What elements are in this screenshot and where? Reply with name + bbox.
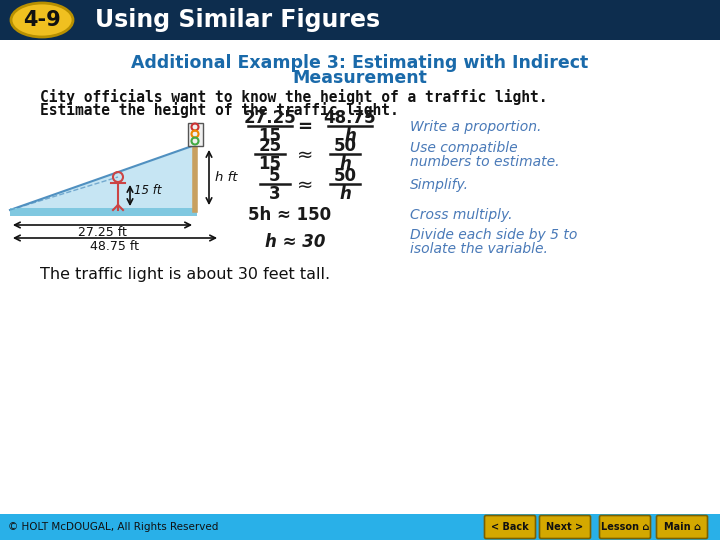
FancyBboxPatch shape: [539, 516, 590, 538]
Text: Divide each side by 5 to: Divide each side by 5 to: [410, 228, 577, 242]
Text: Main ⌂: Main ⌂: [664, 522, 701, 532]
Text: Lesson ⌂: Lesson ⌂: [600, 522, 649, 532]
Ellipse shape: [11, 3, 73, 37]
Text: 50: 50: [333, 167, 356, 185]
Bar: [10, 208, 197, 216]
Text: © HOLT McDOUGAL, All Rights Reserved: © HOLT McDOUGAL, All Rights Reserved: [8, 522, 218, 532]
Text: isolate the variable.: isolate the variable.: [410, 242, 548, 256]
Text: 27.25 ft: 27.25 ft: [78, 226, 127, 240]
Text: Cross multiply.: Cross multiply.: [410, 208, 513, 222]
Text: ≈: ≈: [297, 145, 313, 165]
Text: 25: 25: [258, 137, 282, 155]
Text: City officials want to know the height of a traffic light.: City officials want to know the height o…: [40, 89, 547, 105]
Polygon shape: [10, 145, 195, 210]
Text: 48.75: 48.75: [324, 109, 377, 127]
Text: Next >: Next >: [546, 522, 584, 532]
Text: h ft: h ft: [215, 171, 238, 184]
Text: 3: 3: [269, 185, 281, 203]
Text: Additional Example 3: Estimating with Indirect: Additional Example 3: Estimating with In…: [131, 54, 589, 72]
Text: 27.25: 27.25: [243, 109, 297, 127]
Text: 50: 50: [333, 137, 356, 155]
Bar: [0, 514, 720, 540]
Bar: [0, 0, 720, 40]
Text: h: h: [339, 185, 351, 203]
Text: 15 ft: 15 ft: [134, 184, 161, 197]
Text: h ≈ 30: h ≈ 30: [265, 233, 325, 251]
FancyBboxPatch shape: [485, 516, 536, 538]
Text: Simplify.: Simplify.: [410, 178, 469, 192]
Text: numbers to estimate.: numbers to estimate.: [410, 155, 559, 169]
FancyBboxPatch shape: [657, 516, 708, 538]
FancyBboxPatch shape: [600, 516, 650, 538]
Text: 4-9: 4-9: [23, 10, 61, 30]
Text: Estimate the height of the traffic light.: Estimate the height of the traffic light…: [40, 102, 399, 118]
Text: ≈: ≈: [297, 176, 313, 194]
Text: 48.75 ft: 48.75 ft: [91, 240, 140, 253]
Text: h: h: [344, 127, 356, 145]
Text: h: h: [339, 155, 351, 173]
Text: Write a proportion.: Write a proportion.: [410, 120, 541, 134]
Text: 5h ≈ 150: 5h ≈ 150: [248, 206, 332, 224]
Text: 5: 5: [269, 167, 281, 185]
Text: =: =: [297, 118, 312, 136]
Text: The traffic light is about 30 feet tall.: The traffic light is about 30 feet tall.: [40, 267, 330, 282]
Text: Use compatible: Use compatible: [410, 141, 518, 155]
Text: 15: 15: [258, 127, 282, 145]
Text: < Back: < Back: [491, 522, 529, 532]
Text: 15: 15: [258, 155, 282, 173]
Text: Measurement: Measurement: [292, 69, 428, 87]
FancyBboxPatch shape: [187, 123, 202, 145]
Text: Using Similar Figures: Using Similar Figures: [95, 8, 380, 32]
